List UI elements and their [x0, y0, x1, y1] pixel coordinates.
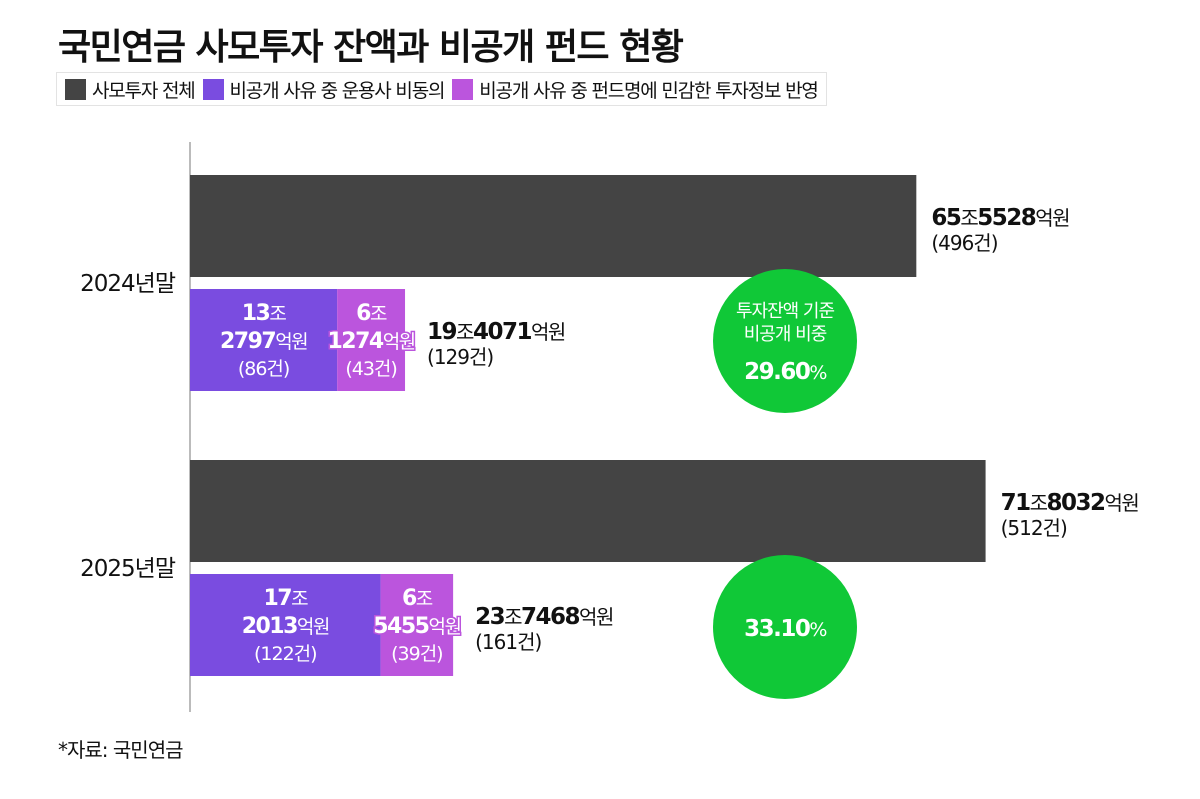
total-value-label-0-part: 5528: [977, 205, 1036, 231]
private-total-count-label-0: (129건): [427, 345, 493, 369]
private-total-label-1: 23조7468억원: [475, 604, 613, 630]
chart-title: 국민연금 사모투자 잔액과 비공개 펀드 현황: [58, 27, 684, 68]
source-note: *자료: 국민연금: [58, 738, 183, 762]
sensitive-value-part: 억원: [428, 616, 460, 638]
manager-value-part: 조: [291, 588, 308, 610]
private-total-count-label-1: (161건): [475, 630, 541, 654]
private-total-label-1-part: 7468: [521, 604, 580, 630]
ratio-value-label-0: 29.60%: [744, 359, 826, 385]
private-total-label-0: 19조4071억원: [427, 319, 565, 345]
ratio-caption-line2: 비공개 비중: [744, 324, 827, 345]
manager-value-part: 억원: [297, 616, 329, 638]
private-total-label-1-part: 23: [475, 604, 505, 630]
ratio-circle-0: [713, 269, 857, 413]
total-value-label-0: 65조5528억원: [931, 205, 1069, 231]
manager-value-part: 2013: [242, 614, 297, 639]
manager-count-label-1: (122건): [254, 643, 317, 665]
manager-value-line2-1: 2013억원: [242, 614, 329, 639]
total-value-label-0-part: 억원: [1035, 206, 1069, 230]
total-count-label-1: (512건): [1001, 516, 1067, 540]
manager-value-part: 조: [269, 303, 286, 325]
total-value-label-1-part: 조: [1030, 491, 1048, 515]
sensitive-value-part: 1274: [327, 329, 383, 354]
sensitive-value-line1-0: 6조: [356, 301, 387, 326]
total-value-label-1-part: 71: [1001, 490, 1031, 516]
manager-value-part: 17: [263, 586, 291, 611]
manager-value-line1-0: 13조: [242, 301, 287, 326]
ratio-value-number: 29.60: [744, 359, 810, 385]
private-total-label-1-part: 조: [504, 605, 522, 629]
sensitive-value-line2-1: 5455억원: [373, 614, 460, 639]
manager-value-part: 억원: [275, 331, 307, 353]
sensitive-value-part: 억원: [383, 331, 415, 353]
legend-swatch-sensitive-info: [452, 78, 474, 100]
bar-manager-disagree-1: [190, 574, 381, 676]
legend-item-manager-disagree: 비공개 사유 중 운용사 비동의: [202, 76, 446, 103]
ratio-value-unit: %: [809, 362, 826, 384]
private-total-label-0-part: 4071: [473, 319, 532, 345]
total-value-label-0-part: 65: [931, 205, 961, 231]
legend-item-total: 사모투자 전체: [65, 76, 196, 103]
category-label-2024: 2024년말: [80, 271, 176, 297]
legend-item-sensitive-info: 비공개 사유 중 펀드명에 민감한 투자정보 반영: [452, 76, 819, 103]
sensitive-value-part: 6: [356, 301, 371, 326]
ratio-value-label-1: 33.10%: [744, 616, 826, 642]
total-value-label-1: 71조8032억원: [1001, 490, 1139, 516]
sensitive-value-line2-0: 1274억원: [327, 329, 414, 354]
total-value-label-0-part: 조: [960, 206, 978, 230]
manager-value-line2-0: 2797억원: [220, 329, 307, 354]
private-total-label-1-part: 억원: [579, 605, 613, 629]
legend-label-manager-disagree: 비공개 사유 중 운용사 비동의: [229, 79, 446, 102]
bar-sensitive-info-1: [380, 574, 454, 676]
ratio-caption-line1: 투자잔액 기준: [736, 301, 835, 322]
sensitive-value-part: 6: [402, 586, 417, 611]
ratio-value-unit: %: [809, 619, 826, 641]
manager-value-part: 2797: [220, 329, 275, 354]
legend-label-total: 사모투자 전체: [92, 79, 196, 102]
ratio-value-number: 33.10: [744, 616, 810, 642]
sensitive-value-part: 5455: [373, 614, 428, 639]
ratio-circle-1: [713, 555, 857, 699]
bar-total-0: [190, 175, 917, 277]
sensitive-count-label-1: (39건): [391, 643, 442, 665]
private-total-label-0-part: 19: [427, 319, 457, 345]
bar-manager-disagree-0: [190, 289, 338, 391]
private-total-label-0-part: 억원: [531, 320, 565, 344]
total-value-label-1-part: 8032: [1047, 490, 1105, 516]
legend-swatch-manager-disagree: [202, 78, 224, 100]
bar-total-1: [190, 460, 986, 562]
category-label-2025: 2025년말: [80, 556, 176, 582]
sensitive-value-line1-1: 6조: [402, 586, 433, 611]
bar-sensitive-info-0: [337, 289, 406, 391]
manager-value-line1-1: 17조: [263, 586, 308, 611]
total-value-label-1-part: 억원: [1105, 491, 1139, 515]
legend: 사모투자 전체 비공개 사유 중 운용사 비동의 비공개 사유 중 펀드명에 민…: [56, 72, 827, 106]
manager-count-label-0: (86건): [238, 358, 289, 380]
manager-value-part: 13: [242, 301, 270, 326]
sensitive-value-part: 조: [370, 303, 387, 325]
sensitive-value-part: 조: [416, 588, 433, 610]
private-total-label-0-part: 조: [456, 320, 474, 344]
legend-label-sensitive-info: 비공개 사유 중 펀드명에 민감한 투자정보 반영: [479, 79, 819, 102]
total-count-label-0: (496건): [931, 231, 997, 255]
sensitive-count-label-0: (43건): [345, 358, 396, 380]
legend-swatch-total: [65, 78, 86, 100]
